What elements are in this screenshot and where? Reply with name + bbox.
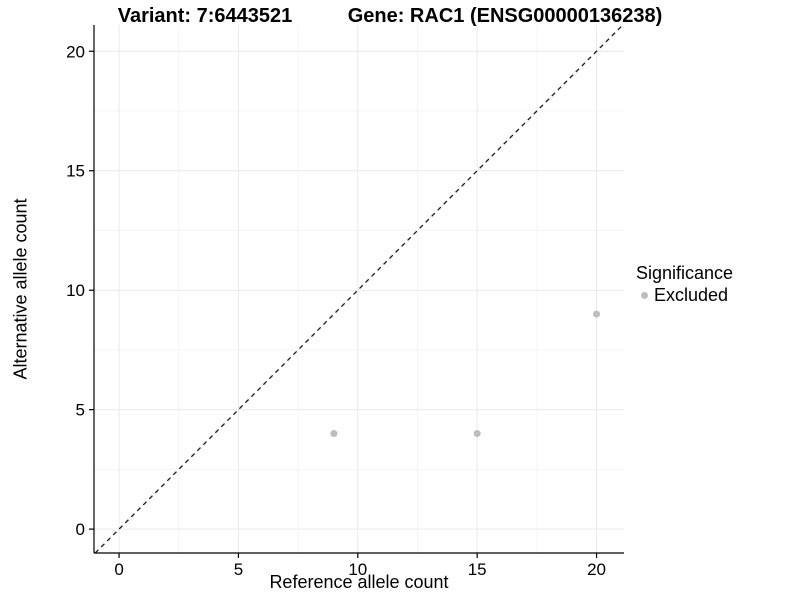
legend-entry-label: Excluded [654, 284, 729, 305]
x-axis-title: Reference allele count [269, 572, 449, 592]
x-tick-label: 15 [468, 560, 487, 579]
x-tick-label: 5 [234, 560, 243, 579]
legend-entry-excluded: Excluded [636, 284, 733, 306]
variant-title: Variant: 7:6443521 [117, 5, 293, 27]
y-tick-label: 0 [76, 520, 85, 539]
legend-key [636, 287, 653, 304]
legend-title: Significance [636, 263, 734, 283]
gene-title: Gene: RAC1 (ENSG00000136238) [347, 5, 663, 27]
data-point [473, 430, 481, 438]
identity-line [94, 24, 624, 554]
x-tick-label: 10 [348, 560, 367, 579]
y-tick-label: 5 [76, 401, 85, 420]
y-tick-label: 10 [66, 281, 85, 300]
data-point [593, 310, 601, 318]
data-point [330, 430, 338, 438]
x-tick-label: 20 [587, 560, 606, 579]
y-axis-title: Alternative allele count [10, 198, 31, 380]
x-tick-label: 0 [114, 560, 123, 579]
excluded-point-icon [641, 291, 648, 299]
y-tick-label: 15 [66, 162, 85, 181]
y-tick-label: 20 [66, 42, 85, 61]
legend: Significance Excluded [636, 262, 733, 306]
